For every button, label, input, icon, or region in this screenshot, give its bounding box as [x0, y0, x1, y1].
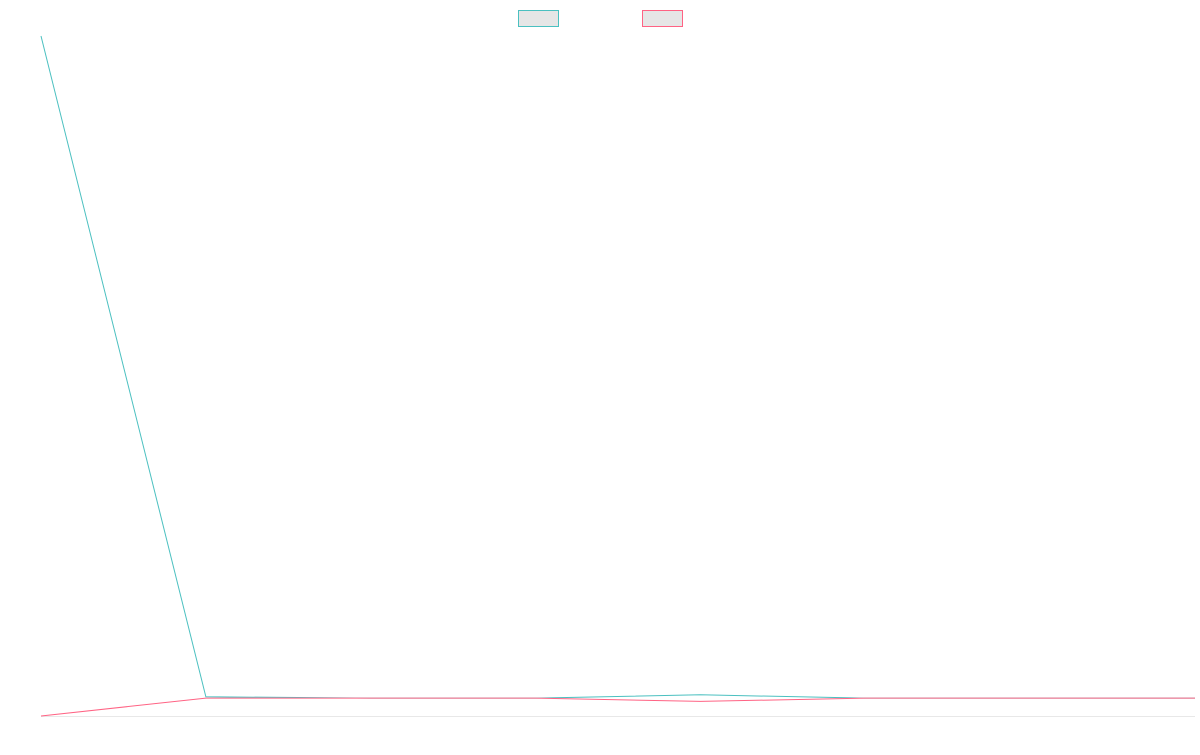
legend-item-2[interactable]: [642, 10, 683, 27]
legend-swatch-2[interactable]: [642, 10, 683, 27]
legend-item-1[interactable]: [518, 10, 559, 27]
series-line-1: [40, 35, 1195, 699]
legend[interactable]: [518, 10, 683, 27]
series-group: [40, 35, 1195, 717]
legend-swatch-1[interactable]: [518, 10, 559, 27]
series-line-2: [40, 697, 1195, 717]
